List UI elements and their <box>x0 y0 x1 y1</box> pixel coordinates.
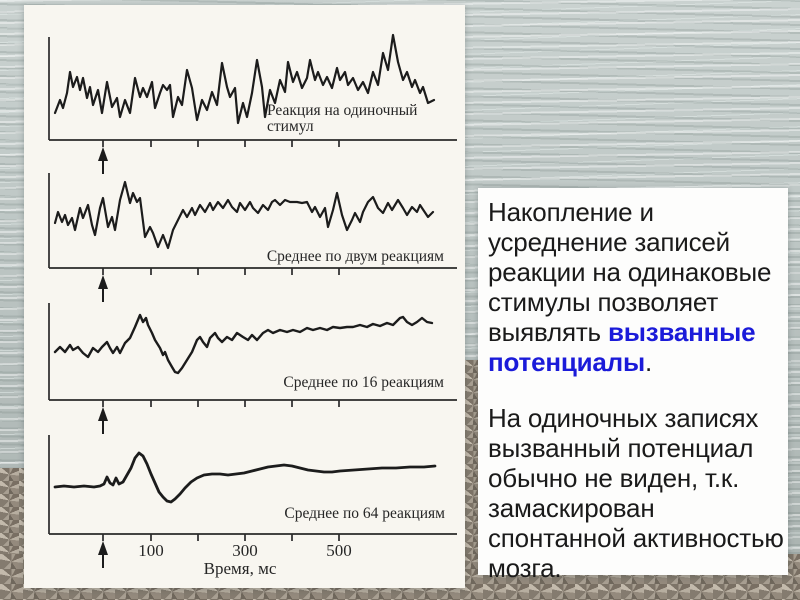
paragraph-2: На одиночных записях вызванный потенциал… <box>488 403 786 583</box>
x-axis-title: Время, мс <box>204 559 277 578</box>
trace-label: Среднее по 16 реакциям <box>283 374 444 391</box>
explanation-text-panel: Накопление и усреднение записей реакции … <box>478 188 788 583</box>
trace-label: Среднее по двум реакциям <box>267 248 444 265</box>
trace-line <box>53 451 437 504</box>
shore-texture-gap <box>464 360 480 600</box>
text-run: . <box>644 347 653 377</box>
x-tick-label: 300 <box>232 541 258 560</box>
stimulus-arrow-head <box>98 407 108 421</box>
time-axis-labels: 100 300 500 Время, мс <box>138 541 352 578</box>
stimulus-arrow-head <box>98 147 108 161</box>
explanation-paragraphs: Накопление и усреднение записей реакции … <box>488 197 786 583</box>
trace-line <box>53 33 436 125</box>
paragraph-1: Накопление и усреднение записей реакции … <box>488 197 786 377</box>
text-run: На одиночных записях вызванный потенциал… <box>488 403 784 583</box>
stimulus-arrow-head <box>98 275 108 289</box>
trace-line <box>53 313 434 375</box>
trace-label: стимул <box>267 118 314 135</box>
trace-group-4: Среднее по 64 реакциям <box>48 435 457 568</box>
trace-group-3: Среднее по 16 реакциям <box>48 303 457 434</box>
trace-group-2: Среднее по двум реакциям <box>48 173 457 302</box>
x-tick-label: 100 <box>138 541 164 560</box>
trace-label: Среднее по 64 реакциям <box>284 505 445 522</box>
x-tick-label: 500 <box>326 541 352 560</box>
evoked-potentials-figure: Реакция на одиночный стимул Среднее по дву… <box>24 5 465 588</box>
trace-line <box>53 180 435 250</box>
accent-text: вызванные потенциалы <box>488 317 756 377</box>
trace-label: Реакция на одиночный <box>267 102 417 119</box>
stimulus-arrow-head <box>98 541 108 555</box>
text-run: Накопление и усреднение записей реакции … <box>488 197 772 347</box>
